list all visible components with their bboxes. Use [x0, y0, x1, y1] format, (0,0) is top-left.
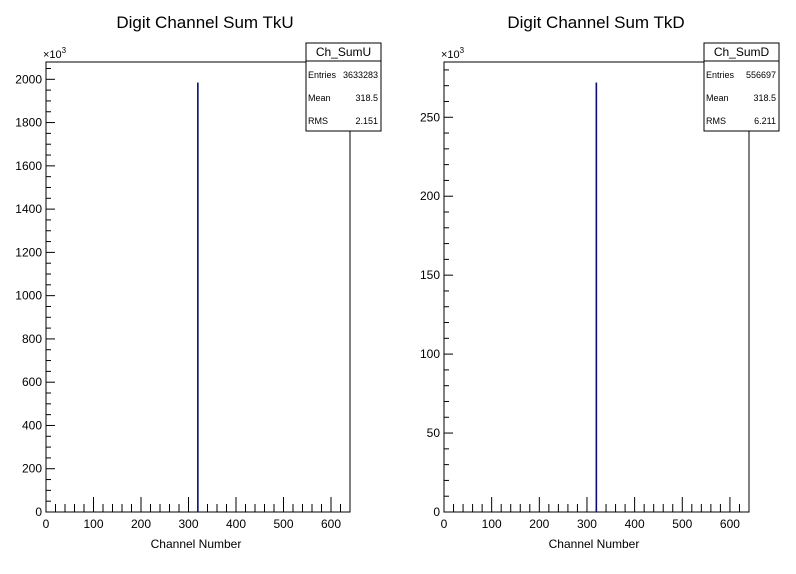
stats-row-value: 318.5: [753, 93, 776, 103]
stats-row-value: 318.5: [355, 93, 378, 103]
stats-row-value: 6.211: [754, 116, 776, 126]
x-tick-label: 0: [43, 517, 50, 531]
stats-box: [305, 42, 382, 132]
y-tick-label: 1200: [15, 245, 42, 259]
y-tick-label: 0: [35, 505, 42, 519]
y-tick-label: 800: [22, 332, 42, 346]
x-tick-label: 300: [178, 517, 198, 531]
y-multiplier: ×103: [441, 46, 465, 61]
y-tick-label: 50: [427, 426, 441, 440]
x-tick-label: 500: [672, 517, 692, 531]
x-axis-label: Channel Number: [549, 537, 640, 551]
y-multiplier: ×103: [43, 46, 67, 61]
y-tick-label: 1400: [15, 202, 42, 216]
histogram-bin: [197, 82, 199, 512]
y-tick-label: 1800: [15, 116, 42, 130]
stats-row-label: Mean: [308, 93, 331, 103]
x-tick-label: 200: [529, 517, 549, 531]
stats-name: Ch_SumU: [316, 45, 371, 59]
x-tick-label: 100: [83, 517, 103, 531]
x-tick-label: 500: [273, 517, 293, 531]
stats-row-label: RMS: [706, 116, 726, 126]
stats-box: [703, 42, 780, 132]
stats-row-label: Entries: [706, 70, 735, 80]
x-tick-label: 600: [321, 517, 341, 531]
y-tick-label: 200: [420, 189, 440, 203]
x-tick-label: 400: [625, 517, 645, 531]
x-tick-label: 400: [226, 517, 246, 531]
x-tick-label: 0: [441, 517, 448, 531]
chart-title: Digit Channel Sum TkD: [507, 13, 684, 32]
stats-row-label: Mean: [706, 93, 729, 103]
x-tick-label: 600: [720, 517, 740, 531]
y-tick-label: 2000: [15, 72, 42, 86]
y-tick-label: 150: [420, 268, 440, 282]
chart-title: Digit Channel Sum TkU: [116, 13, 293, 32]
y-tick-label: 600: [22, 375, 42, 389]
y-tick-label: 200: [22, 462, 42, 476]
stats-row-label: Entries: [308, 70, 337, 80]
x-tick-label: 300: [577, 517, 597, 531]
stats-row-value: 3633283: [343, 70, 378, 80]
stats-name: Ch_SumD: [714, 45, 770, 59]
x-axis-label: Channel Number: [151, 537, 242, 551]
stats-row-label: RMS: [308, 116, 328, 126]
histogram-panel-sumu: Digit Channel Sum TkU Channel Number ×10…: [15, 13, 382, 551]
stats-row-value: 556697: [746, 70, 776, 80]
y-tick-label: 250: [420, 110, 440, 124]
x-tick-label: 100: [482, 517, 502, 531]
y-tick-label: 0: [433, 505, 440, 519]
x-tick-label: 200: [131, 517, 151, 531]
y-tick-label: 100: [420, 347, 440, 361]
histogram-bin: [595, 82, 598, 513]
y-tick-label: 400: [22, 418, 42, 432]
y-tick-label: 1000: [15, 289, 42, 303]
histogram-panel-sumd: Digit Channel Sum TkD Channel Number ×10…: [420, 13, 780, 551]
stats-row-value: 2.151: [355, 116, 378, 126]
y-tick-label: 1600: [15, 159, 42, 173]
